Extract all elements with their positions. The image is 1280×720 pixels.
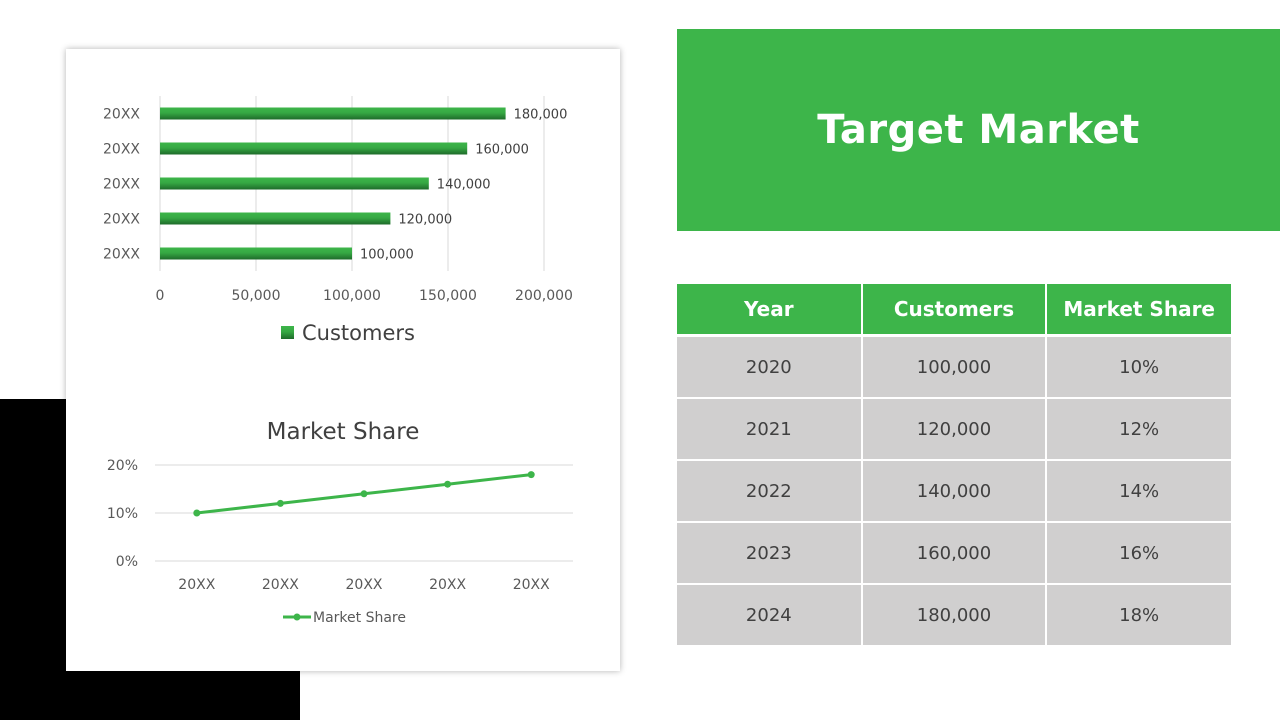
table-cell-customers: 140,000 — [861, 460, 1048, 523]
x-tick-label: 20XX — [178, 577, 215, 593]
market-share-point — [360, 490, 368, 498]
bar-data-label: 100,000 — [360, 248, 414, 263]
bar-data-label: 140,000 — [437, 178, 491, 193]
x-tick-label: 20XX — [513, 577, 550, 593]
customers-bar — [160, 177, 429, 190]
y-tick-label: 20XX — [103, 142, 140, 158]
table-cell-year: 2022 — [677, 460, 863, 523]
table-cell-market-share: 10% — [1046, 335, 1231, 399]
line-chart-title: Market Share — [267, 419, 420, 445]
table-cell-year: 2020 — [677, 335, 863, 399]
table-row: 2020 100,000 10% — [677, 335, 1231, 399]
x-tick-label: 20XX — [346, 577, 383, 593]
y-tick-label: 0% — [116, 554, 138, 570]
market-share-line-chart: Market Share 0% 10% 20% 20XX 20XX 20XX 20XX 20XX… — [107, 419, 573, 626]
title-banner: Target Market — [677, 29, 1280, 231]
chart-card: 0 50,000 100,000 150,000 200,000 20XX 100,000 2… — [66, 49, 620, 671]
table-header-customers: Customers — [861, 284, 1048, 337]
x-tick-label: 0 — [156, 288, 165, 304]
page-title: Target Market — [817, 107, 1140, 153]
table-row: 2022 140,000 14% — [677, 460, 1231, 523]
charts-canvas: 0 50,000 100,000 150,000 200,000 20XX 100,000 2… — [103, 96, 573, 626]
table-cell-market-share: 18% — [1046, 584, 1231, 647]
x-tick-label: 20XX — [429, 577, 466, 593]
table-cell-customers: 180,000 — [861, 584, 1048, 647]
y-tick-label: 20XX — [103, 247, 140, 263]
x-tick-label: 150,000 — [419, 288, 477, 304]
y-tick-label: 20XX — [103, 177, 140, 193]
x-tick-label: 200,000 — [515, 288, 573, 304]
x-tick-label: 20XX — [262, 577, 299, 593]
table-header-year: Year — [677, 284, 863, 337]
customers-bar — [160, 142, 468, 155]
bar-data-label: 160,000 — [475, 143, 529, 158]
customers-bar — [160, 212, 391, 225]
target-market-table: Year Customers Market Share 2020 100,000… — [677, 284, 1231, 647]
table-header-market-share: Market Share — [1046, 284, 1231, 337]
customers-bar — [160, 247, 352, 260]
y-tick-label: 20XX — [103, 212, 140, 228]
bar-data-label: 180,000 — [514, 108, 568, 123]
table-cell-customers: 160,000 — [861, 522, 1048, 585]
table-row: 2021 120,000 12% — [677, 398, 1231, 461]
y-tick-label: 20XX — [103, 107, 140, 123]
table-cell-market-share: 12% — [1046, 398, 1231, 461]
table-cell-year: 2023 — [677, 522, 863, 585]
table-cell-customers: 120,000 — [861, 398, 1048, 461]
table-cell-market-share: 16% — [1046, 522, 1231, 585]
legend-label-market-share: Market Share — [313, 610, 406, 626]
bar-data-label: 120,000 — [398, 213, 452, 228]
y-tick-label: 10% — [107, 506, 138, 522]
market-share-point — [527, 471, 535, 479]
customers-bar-chart: 0 50,000 100,000 150,000 200,000 20XX 100,000 2… — [103, 96, 573, 345]
table-cell-market-share: 14% — [1046, 460, 1231, 523]
market-share-point — [193, 509, 201, 517]
x-tick-label: 50,000 — [232, 288, 281, 304]
customers-bar — [160, 107, 506, 120]
table-row: 2023 160,000 16% — [677, 522, 1231, 585]
legend-label-customers: Customers — [302, 321, 415, 345]
table-cell-year: 2024 — [677, 584, 863, 647]
y-tick-label: 20% — [107, 458, 138, 474]
x-tick-label: 100,000 — [323, 288, 381, 304]
table-cell-customers: 100,000 — [861, 335, 1048, 399]
legend-swatch-customers — [281, 326, 294, 339]
legend-marker-market-share — [293, 613, 301, 621]
market-share-point — [276, 499, 284, 507]
table-cell-year: 2021 — [677, 398, 863, 461]
market-share-point — [444, 480, 452, 488]
table-header-row: Year Customers Market Share — [677, 284, 1231, 337]
table-row: 2024 180,000 18% — [677, 584, 1231, 647]
